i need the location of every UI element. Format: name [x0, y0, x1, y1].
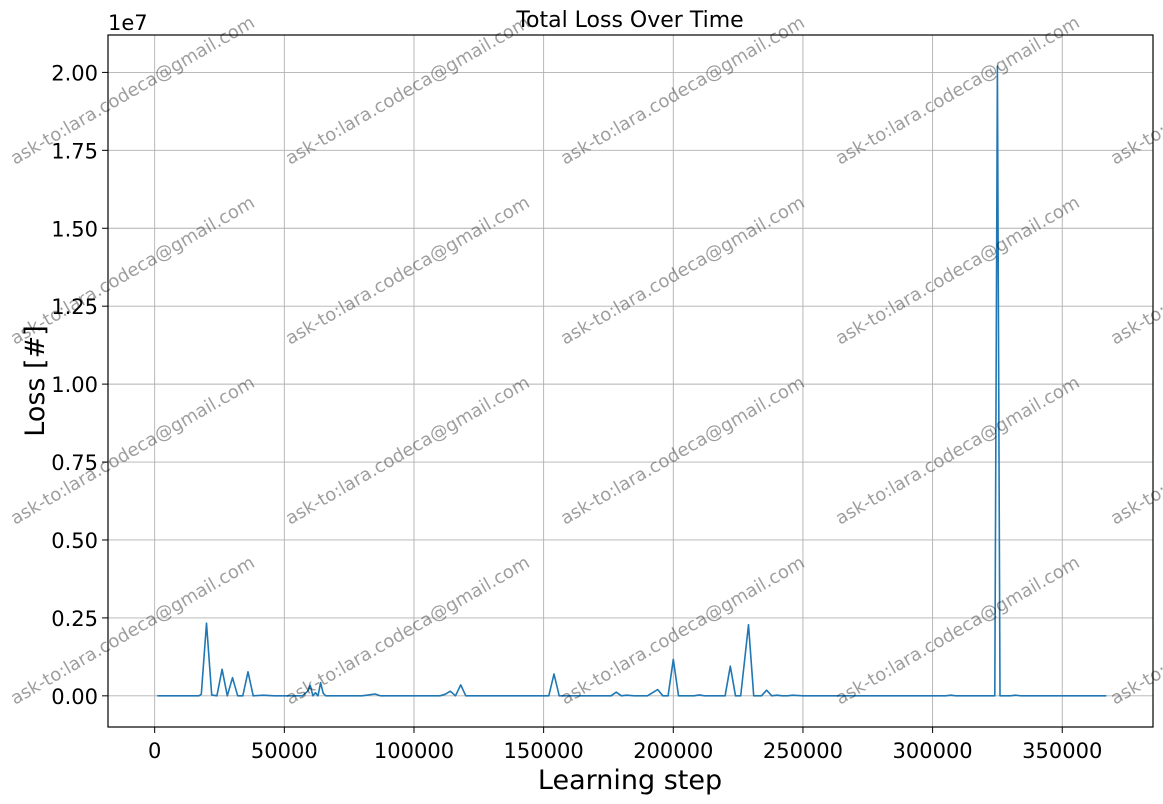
axis-ticks: 0 50000 100000 150000 200000 250000 300000 3500…	[51, 61, 1102, 763]
x-tick-label: 100000	[374, 739, 454, 763]
watermark-text: ask-to:lara.codeca@gmail.com	[557, 12, 808, 169]
y-tick-label: 0.00	[51, 685, 98, 709]
axes-frame	[107, 34, 1154, 728]
watermark-text: ask-to:lara.codeca@gmail.com	[1107, 192, 1163, 349]
y-tick-label: 1.25	[51, 295, 98, 319]
watermark-text: ask-to:lara.codeca@gmail.com	[282, 192, 533, 349]
watermark-layer: ask-to:lara.codeca@gmail.com ask-to:lara.…	[7, 12, 1163, 709]
x-tick-label: 250000	[763, 739, 843, 763]
y-tick-label: 0.25	[51, 607, 98, 631]
watermark-text: ask-to:lara.codeca@gmail.com	[282, 552, 533, 709]
loss-series-line	[157, 65, 1107, 697]
watermark-text: ask-to:lara.codeca@gmail.com	[7, 192, 258, 349]
watermark-text: ask-to:lara.codeca@gmail.com	[832, 372, 1083, 529]
x-tick-label: 200000	[633, 739, 713, 763]
watermark-text: ask-to:lara.codeca@gmail.com	[1107, 552, 1163, 709]
watermark-text: ask-to:lara.codeca@gmail.com	[557, 372, 808, 529]
y-tick-label: 1.00	[51, 373, 98, 397]
watermark-text: ask-to:lara.codeca@gmail.com	[7, 552, 258, 709]
y-scale-multiplier: 1e7	[108, 11, 148, 35]
watermark-text: ask-to:lara.codeca@gmail.com	[1107, 372, 1163, 529]
chart-title: Total Loss Over Time	[515, 8, 743, 33]
watermark-text: ask-to:lara.codeca@gmail.com	[557, 192, 808, 349]
watermark-text: ask-to:lara.codeca@gmail.com	[282, 12, 533, 169]
x-axis-label: Learning step	[538, 765, 722, 796]
y-tick-label: 1.75	[51, 139, 98, 163]
watermark-text: ask-to:lara.codeca@gmail.com	[832, 552, 1083, 709]
x-tick-label: 0	[148, 739, 161, 763]
grid-lines	[108, 35, 1153, 727]
watermark-text: ask-to:lara.codeca@gmail.com	[832, 192, 1083, 349]
watermark-text: ask-to:lara.codeca@gmail.com	[1107, 12, 1163, 169]
x-tick-label: 300000	[893, 739, 973, 763]
x-tick-label: 50000	[251, 739, 318, 763]
x-tick-label: 350000	[1022, 739, 1102, 763]
y-axis-label: Loss [#]	[20, 325, 51, 437]
y-tick-label: 0.50	[51, 529, 98, 553]
watermark-text: ask-to:lara.codeca@gmail.com	[7, 12, 258, 169]
y-tick-label: 0.75	[51, 451, 98, 475]
watermark-text: ask-to:lara.codeca@gmail.com	[557, 552, 808, 709]
y-tick-label: 1.50	[51, 217, 98, 241]
watermark-text: ask-to:lara.codeca@gmail.com	[282, 372, 533, 529]
plot-area	[157, 65, 1107, 697]
x-tick-label: 150000	[504, 739, 584, 763]
y-tick-label: 2.00	[51, 61, 98, 85]
watermark-text: ask-to:lara.codeca@gmail.com	[832, 12, 1083, 169]
